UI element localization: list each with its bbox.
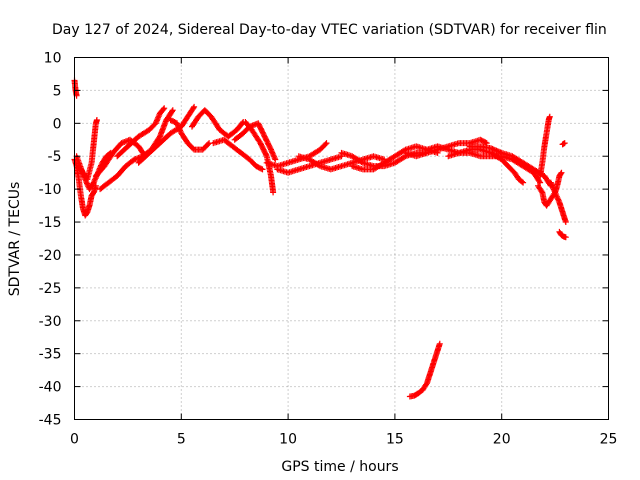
data-point-markers [556,228,569,241]
data-segment [210,136,266,173]
grid [74,57,609,420]
y-tick-label: -5 [48,149,62,165]
x-tick-label: 25 [600,432,618,448]
data-point-markers [559,140,568,148]
data-point-markers [242,119,277,196]
data-segment [77,117,100,183]
data-segment [466,143,554,189]
data-point-markers [231,120,279,163]
data-point-markers [547,179,569,225]
data-segment [189,107,247,140]
y-tick-label: -40 [39,380,62,396]
data-point-markers [466,143,554,189]
y-tick-label: 0 [53,116,62,132]
data-segment [167,117,213,153]
x-tick-label: 5 [177,432,186,448]
data-segment [445,146,527,186]
x-axis-label: GPS time / hours [281,459,398,475]
plot-frame [74,57,609,420]
data-point-markers [71,77,80,99]
data-point-markers [406,340,443,400]
data-point-markers [114,105,168,160]
y-tick-label: -15 [39,215,62,231]
data-segment [547,179,569,225]
data-point-markers [210,136,266,173]
data-points [71,77,569,400]
chart-title: Day 127 of 2024, Sidereal Day-to-day VTE… [52,22,607,38]
data-segment [114,105,168,160]
y-tick-label: 10 [44,51,62,67]
y-tick-label: -10 [39,182,62,198]
data-segment [71,77,80,99]
x-tick-label: 0 [70,432,79,448]
data-point-markers [167,117,213,153]
data-segment [406,340,443,400]
data-point-markers [274,153,345,176]
data-segment [295,153,388,173]
y-tick-label: -30 [39,314,62,330]
y-tick-label: -25 [39,281,62,297]
data-point-markers [97,107,176,193]
data-segment [559,140,568,148]
data-point-markers [92,136,148,179]
x-tick-label: 10 [279,432,297,448]
data-segment [97,107,176,193]
data-segment [556,228,569,241]
data-point-markers [445,146,527,186]
y-axis-label: SDTVAR / TECUs [7,182,23,297]
data-segment [274,153,345,176]
data-point-markers [77,117,100,183]
data-point-markers [189,107,247,140]
data-segment [71,156,99,219]
data-segment [231,120,279,163]
axis-ticks: 10 5 0 -5 -10 -15 -20 -25 -30 -35 -40 -45 0 5 10 15 20 25 [39,51,618,448]
data-point-markers [295,153,388,173]
y-tick-label: -20 [39,248,62,264]
x-tick-label: 15 [386,432,404,448]
data-point-markers [537,113,553,179]
x-tick-label: 20 [493,432,511,448]
data-segment [537,113,553,179]
y-tick-label: -35 [39,347,62,363]
y-tick-label: -45 [39,413,62,429]
data-segment [242,119,277,196]
y-tick-label: 5 [53,83,62,99]
data-segment [92,136,148,179]
data-point-markers [71,156,99,219]
